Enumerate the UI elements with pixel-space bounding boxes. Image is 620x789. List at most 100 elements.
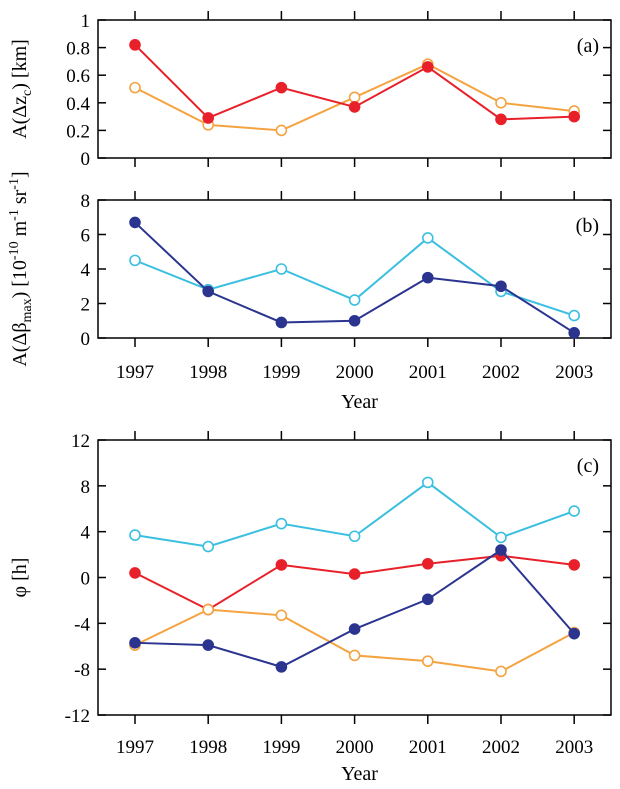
data-point bbox=[202, 540, 214, 553]
data-point bbox=[129, 637, 141, 649]
x-tick-label: 1999 bbox=[262, 737, 300, 758]
x-axis-title: Year bbox=[341, 763, 378, 785]
data-point bbox=[202, 603, 214, 616]
data-point bbox=[275, 316, 288, 329]
x-tick-label: 1999 bbox=[262, 362, 300, 383]
data-point bbox=[275, 263, 288, 275]
series-orange bbox=[129, 603, 581, 678]
data-point bbox=[129, 529, 141, 541]
series-line bbox=[134, 554, 575, 611]
panel-label: (a) bbox=[577, 35, 599, 57]
y-tick-label: 12 bbox=[71, 431, 90, 452]
y-tick-label: 6 bbox=[81, 226, 91, 247]
x-tick-label: 1998 bbox=[189, 737, 227, 758]
series-line bbox=[134, 608, 575, 673]
series-navy bbox=[129, 216, 581, 339]
y-tick-label: 0.6 bbox=[66, 66, 90, 87]
y-tick-label: 8 bbox=[81, 477, 91, 498]
data-point bbox=[568, 309, 581, 322]
y-tick-label: -4 bbox=[74, 614, 90, 635]
panel-3: -12 -8 -4 0 4 8 12 1997 1998 1999 2000 2001 2002 2003… bbox=[9, 431, 612, 785]
x-tick-label: 2003 bbox=[555, 362, 593, 383]
data-point bbox=[202, 112, 214, 124]
data-point bbox=[275, 517, 288, 530]
data-point bbox=[495, 113, 507, 126]
data-point bbox=[275, 559, 288, 571]
x-tick-label: 2000 bbox=[336, 737, 374, 758]
x-tick-label: 2002 bbox=[482, 362, 520, 383]
data-point bbox=[348, 568, 361, 580]
series-red bbox=[129, 39, 581, 126]
x-tick-label: 1997 bbox=[116, 362, 154, 383]
data-point bbox=[421, 476, 434, 489]
series-red bbox=[129, 549, 581, 616]
x-axis-title: Year bbox=[341, 391, 378, 413]
y-axis-title: A(Δβmax) [10-10 m-1 sr-1] bbox=[7, 171, 35, 366]
x-tick-label: 2001 bbox=[409, 737, 447, 758]
series-orange bbox=[129, 58, 581, 137]
y-tick-label: 0.2 bbox=[66, 121, 90, 142]
x-tick-label: 2001 bbox=[409, 362, 447, 383]
y-tick-label: 2 bbox=[81, 295, 91, 316]
data-point bbox=[421, 593, 434, 606]
data-point bbox=[495, 665, 507, 678]
data-point bbox=[275, 124, 288, 137]
x-tick-label: 2003 bbox=[555, 737, 593, 758]
data-point bbox=[568, 627, 581, 640]
data-point bbox=[275, 609, 288, 622]
data-point bbox=[202, 639, 214, 651]
data-point bbox=[275, 661, 288, 673]
data-point bbox=[348, 623, 361, 635]
panel-2: 0 2 4 6 8 1997 1998 1999 2000 2001 2002 2003 Year (b)… bbox=[7, 171, 612, 413]
y-tick-label: -8 bbox=[74, 660, 90, 681]
data-point bbox=[129, 39, 141, 51]
data-point bbox=[568, 505, 581, 517]
x-tick-label: 1997 bbox=[116, 737, 154, 758]
y-tick-label: 8 bbox=[81, 191, 91, 212]
data-point bbox=[348, 649, 361, 662]
panel-label: (c) bbox=[577, 455, 599, 477]
data-point bbox=[348, 91, 361, 104]
y-tick-label: 4 bbox=[81, 260, 91, 281]
data-point bbox=[421, 232, 434, 244]
data-point bbox=[421, 557, 434, 570]
data-point bbox=[275, 81, 288, 94]
data-point bbox=[421, 271, 434, 284]
data-point bbox=[568, 110, 581, 123]
data-point bbox=[202, 285, 214, 298]
series-navy bbox=[129, 544, 581, 673]
data-point bbox=[348, 294, 361, 306]
y-axis-title: φ [h] bbox=[9, 558, 31, 598]
y-tick-label: 0 bbox=[81, 569, 91, 590]
y-tick-label: 0.8 bbox=[66, 39, 90, 60]
x-tick-label: 2000 bbox=[336, 362, 374, 383]
y-tick-label: 1 bbox=[81, 11, 91, 32]
data-point bbox=[495, 531, 507, 544]
series-cyan bbox=[129, 232, 581, 322]
y-tick-label: 0.4 bbox=[66, 94, 90, 115]
data-point bbox=[568, 327, 581, 339]
data-point bbox=[129, 81, 141, 94]
data-point bbox=[129, 254, 141, 267]
data-point bbox=[495, 280, 507, 293]
data-point bbox=[495, 97, 507, 109]
data-point bbox=[129, 567, 141, 579]
plot-frame bbox=[97, 19, 612, 159]
data-point bbox=[348, 314, 361, 327]
y-tick-label: 0 bbox=[81, 329, 91, 350]
series-cyan bbox=[129, 476, 581, 553]
data-point bbox=[495, 544, 507, 556]
data-point bbox=[348, 530, 361, 543]
y-axis-title: A(Δzc) [km] bbox=[9, 39, 35, 139]
data-point bbox=[568, 559, 581, 571]
data-point bbox=[129, 216, 141, 229]
data-point bbox=[421, 655, 434, 667]
y-tick-label: 4 bbox=[81, 523, 91, 544]
x-tick-label: 1998 bbox=[189, 362, 227, 383]
y-tick-label: 0 bbox=[81, 149, 91, 170]
panel-1: 0 0.2 0.4 0.6 0.8 1 (a) A(Δzc) [km] bbox=[9, 11, 612, 170]
y-tick-label: -12 bbox=[65, 706, 90, 727]
series-line bbox=[134, 548, 575, 668]
data-point bbox=[421, 61, 434, 73]
